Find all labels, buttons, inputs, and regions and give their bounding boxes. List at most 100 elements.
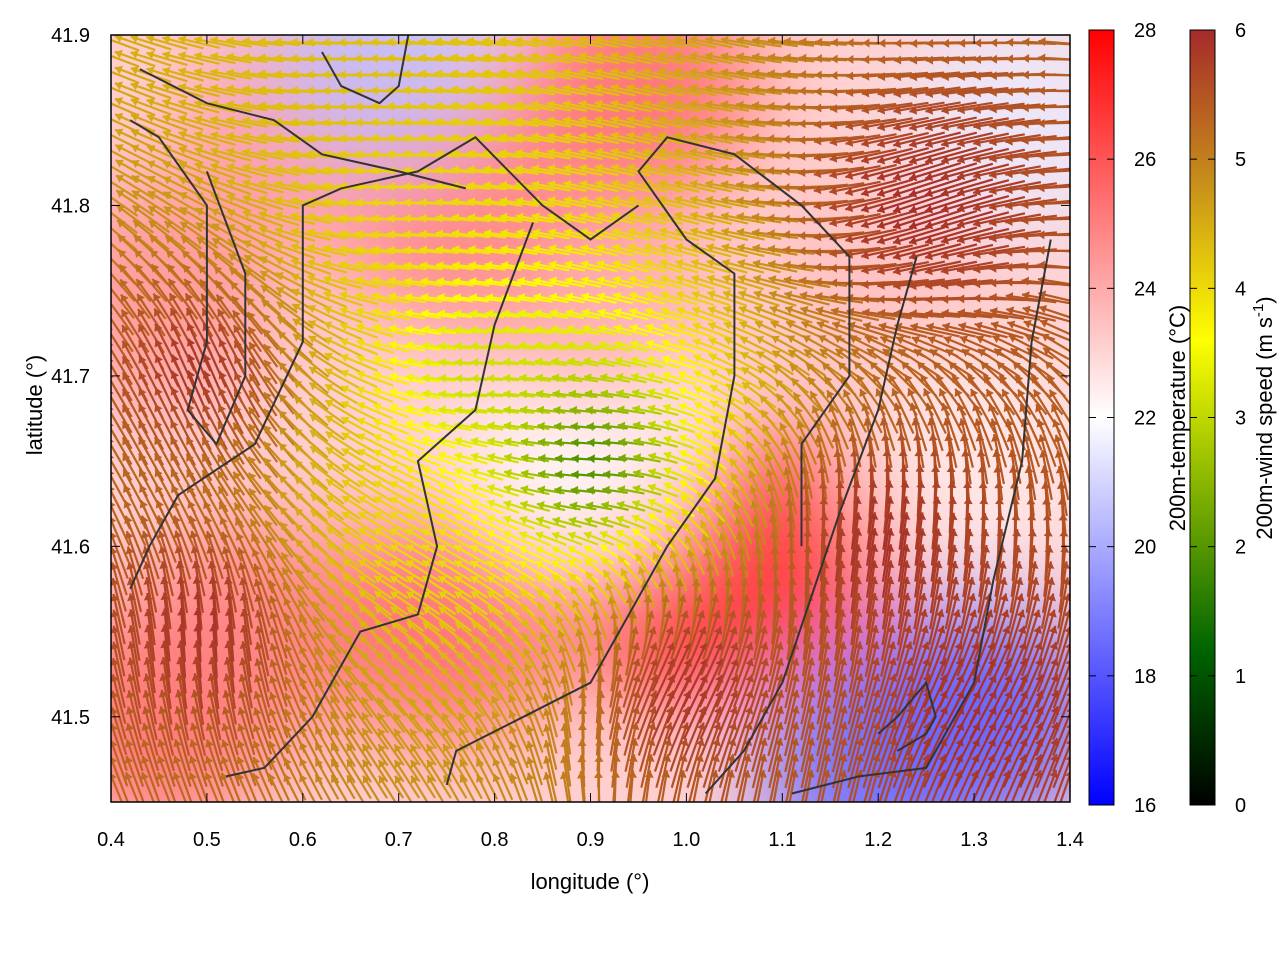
wind-arrow-694 (324, 383, 362, 407)
wind-arrow-1511 (601, 405, 629, 415)
wind-arrow-2366 (876, 260, 930, 276)
colorbar-tick-label: 1 (1235, 666, 1246, 688)
wind-arrow-2030 (767, 259, 815, 272)
wind-arrow-479 (251, 772, 268, 802)
wind-arrow-2820 (1039, 593, 1056, 645)
wind-arrow-469 (254, 609, 270, 661)
wind-arrow-101 (130, 113, 172, 133)
wind-arrow-2647 (972, 148, 1026, 164)
wind-arrow-2011 (767, 705, 785, 757)
wind-arrow-1698 (660, 323, 698, 338)
wind-arrow-761 (344, 680, 374, 718)
wind-arrow-1960 (750, 657, 769, 709)
wind-arrow-892 (389, 480, 425, 502)
wind-arrow-2051 (787, 577, 797, 629)
wind-arrow-1027 (438, 341, 472, 351)
wind-arrow-850 (373, 575, 409, 599)
wind-arrow-1097 (456, 681, 486, 717)
wind-arrow-447 (244, 268, 282, 298)
wind-arrow-1718 (667, 626, 691, 676)
wind-arrow-1750 (677, 386, 713, 403)
wind-arrow-63 (118, 263, 152, 303)
wind-arrow-2430 (914, 496, 926, 550)
wind-arrow-1268 (518, 357, 552, 367)
wind-arrow-2363 (876, 209, 930, 230)
wind-arrow-2627 (976, 577, 992, 629)
wind-arrow-975 (420, 276, 458, 287)
wind-arrow-2631 (970, 641, 996, 693)
wind-arrow-1651 (645, 339, 681, 354)
wind-arrow-491 (258, 210, 300, 227)
wind-arrow-2600 (956, 163, 1010, 181)
wind-arrow-304 (199, 278, 231, 320)
wind-arrow-2109 (800, 737, 816, 789)
wind-arrow-1510 (600, 389, 630, 399)
wind-arrow-1901 (732, 487, 754, 527)
wind-arrow-49 (114, 49, 156, 68)
wind-arrow-381 (220, 739, 241, 787)
wind-arrow-1315 (534, 341, 568, 351)
wind-arrow-1821 (702, 738, 721, 788)
wind-arrow-520 (269, 659, 288, 707)
wind-arrow-1532 (610, 722, 623, 772)
wind-arrow-272 (189, 530, 208, 580)
wind-arrow-2059 (783, 705, 800, 757)
wind-arrow-883 (389, 340, 425, 352)
wind-arrow-542 (274, 257, 316, 277)
wind-arrow-1454 (580, 260, 618, 273)
wind-arrow-2837 (1037, 118, 1070, 128)
wind-arrow-1793 (691, 306, 731, 323)
wind-arrow-1183 (486, 530, 520, 548)
wind-arrow-2240 (850, 528, 863, 582)
wind-arrow-748 (341, 479, 377, 503)
wind-arrow-1354 (547, 196, 587, 208)
wind-arrow-1269 (519, 373, 551, 383)
wind-arrow-901 (390, 621, 424, 649)
wind-arrow-783 (355, 276, 395, 288)
wind-arrow-669 (314, 742, 340, 784)
wind-arrow-1342 (542, 755, 558, 802)
wind-arrow-1660 (647, 483, 679, 498)
wind-arrow-2104 (800, 657, 816, 709)
wind-arrow-1582 (626, 754, 638, 802)
wind-arrow-2552 (940, 162, 994, 181)
wind-arrow-2431 (914, 512, 927, 566)
wind-arrow-2644 (973, 102, 1025, 114)
wind-arrow-2103 (801, 641, 815, 693)
wind-arrow-2012 (767, 721, 784, 773)
wind-arrow-2390 (895, 625, 913, 677)
wind-arrow-1175 (487, 405, 519, 415)
wind-arrow-2005 (769, 609, 783, 661)
wind-arrow-64 (119, 278, 151, 320)
wind-arrow-274 (191, 560, 204, 614)
wind-arrow-978 (421, 325, 457, 335)
wind-arrow-375 (224, 640, 236, 694)
wind-arrow-1591 (626, 147, 668, 161)
wind-arrow-87 (127, 641, 141, 693)
wind-arrow-1598 (628, 259, 666, 273)
wind-arrow-646 (308, 381, 346, 409)
wind-arrow-1410 (566, 324, 600, 336)
wind-arrow-1095 (455, 651, 487, 683)
x-tick-label: 0.7 (385, 829, 413, 851)
x-tick-label: 0.8 (481, 829, 509, 851)
wind-arrow-1317 (535, 373, 567, 383)
wind-arrow-1103 (459, 774, 476, 802)
wind-arrow-2315 (860, 210, 914, 229)
x-tick-label: 0.4 (97, 829, 125, 851)
wind-arrow-2818 (1041, 561, 1055, 613)
wind-arrow-2349 (877, 737, 898, 789)
wind-arrow-2327 (875, 388, 899, 434)
wind-arrow-653 (309, 493, 345, 521)
wind-arrow-1624 (636, 658, 659, 708)
wind-arrow-2129 (800, 305, 846, 323)
wind-arrow-127 (140, 515, 161, 563)
wind-arrow-844 (373, 480, 409, 502)
wind-arrow-443 (242, 209, 284, 228)
wind-arrow-1811 (707, 578, 717, 628)
wind-arrow-1092 (454, 605, 488, 633)
wind-arrow-1310 (532, 260, 570, 272)
wind-arrow-1961 (750, 673, 770, 725)
wind-arrow-1338 (542, 692, 559, 738)
wind-arrow-859 (376, 712, 406, 750)
